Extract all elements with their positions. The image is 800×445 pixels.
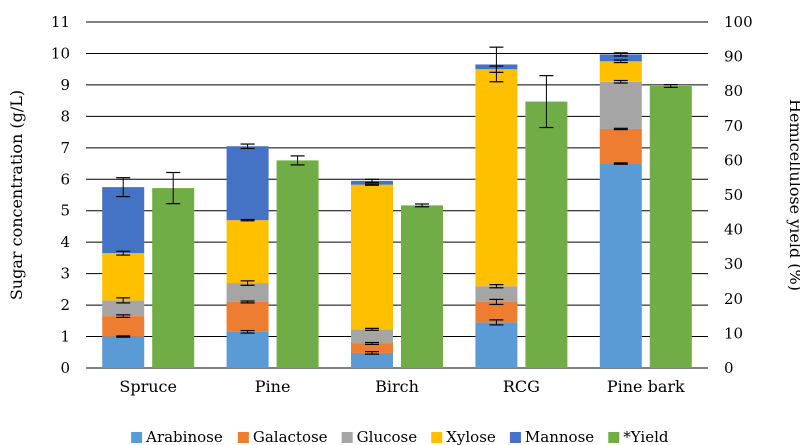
bar-xylose-pine bbox=[226, 220, 269, 284]
bar-galactose-spruce bbox=[102, 316, 145, 337]
legend-swatch-glucose bbox=[341, 432, 353, 443]
y2-tick-label: 40 bbox=[724, 221, 743, 239]
bar-arabinose-pine bbox=[226, 331, 269, 368]
bar-galactose-pine-bark bbox=[599, 128, 642, 164]
y2-tick-label: 100 bbox=[724, 13, 753, 31]
x-tick-label: Pine bbox=[255, 377, 291, 396]
bar-xylose-rcg bbox=[475, 69, 518, 287]
bar-yield-birch bbox=[401, 205, 443, 368]
bar-glucose-pine bbox=[226, 283, 269, 302]
bar-yield-pine-bark bbox=[649, 86, 692, 368]
bar-glucose-spruce bbox=[102, 300, 145, 317]
legend-swatch-galactose bbox=[237, 432, 249, 443]
bar-arabinose-birch bbox=[351, 352, 393, 368]
y2-tick-label: 10 bbox=[724, 324, 743, 342]
bar-arabinose-spruce bbox=[102, 336, 145, 368]
bar-galactose-birch bbox=[351, 343, 393, 353]
bar-yield-spruce bbox=[152, 188, 195, 368]
bar-mannose-spruce bbox=[102, 187, 145, 254]
bar-glucose-rcg bbox=[475, 286, 518, 302]
y-tick-label: 1 bbox=[60, 328, 70, 346]
bar-xylose-birch bbox=[351, 184, 393, 330]
y2-tick-label: 0 bbox=[724, 359, 734, 377]
legend-label: Xylose bbox=[446, 428, 496, 445]
y-tick-label: 2 bbox=[60, 296, 70, 314]
bar-mannose-pine bbox=[226, 146, 269, 221]
error-bars bbox=[116, 46, 678, 355]
legend-label: Galactose bbox=[253, 428, 328, 445]
y-tick-label: 10 bbox=[51, 44, 70, 62]
x-tick-label: RCG bbox=[503, 377, 540, 396]
bar-glucose-pine-bark bbox=[599, 81, 642, 129]
y2-tick-label: 60 bbox=[724, 151, 743, 169]
legend-label: *Yield bbox=[623, 428, 669, 445]
y2-tick-label: 50 bbox=[724, 186, 743, 204]
bar-arabinose-rcg bbox=[475, 322, 518, 368]
y-tick-label: 8 bbox=[60, 107, 70, 125]
bar-yield-rcg bbox=[525, 101, 568, 368]
y-tick-label: 7 bbox=[60, 139, 70, 157]
bars bbox=[102, 54, 692, 368]
bar-galactose-pine bbox=[226, 301, 269, 332]
bar-yield-pine bbox=[276, 160, 319, 368]
y-tick-label: 11 bbox=[51, 13, 70, 31]
y2-tick-label: 30 bbox=[724, 255, 743, 273]
y2-tick-label: 20 bbox=[724, 290, 743, 308]
bar-mannose-pine-bark bbox=[599, 54, 642, 62]
y-tick-label: 6 bbox=[60, 170, 70, 188]
bar-arabinose-pine-bark bbox=[599, 163, 642, 368]
legend-swatch-yield bbox=[608, 432, 620, 443]
y-tick-label: 4 bbox=[60, 233, 70, 251]
legend-label: Mannose bbox=[525, 428, 594, 445]
legend-swatch-arabinose bbox=[131, 432, 143, 443]
x-tick-label: Birch bbox=[375, 377, 419, 396]
legend: Arabinose Galactose Glucose Xylose Mannose *Y… bbox=[131, 428, 669, 445]
bar-glucose-birch bbox=[351, 329, 393, 344]
y2-tick-label: 90 bbox=[724, 48, 743, 66]
legend-swatch-xylose bbox=[431, 432, 443, 443]
bar-galactose-rcg bbox=[475, 301, 518, 323]
bar-xylose-pine-bark bbox=[599, 61, 642, 82]
legend-label: Glucose bbox=[357, 428, 418, 445]
legend-swatch-mannose bbox=[509, 432, 521, 443]
y-tick-label: 0 bbox=[60, 359, 70, 377]
legend-label: Arabinose bbox=[145, 428, 223, 445]
x-tick-label: Spruce bbox=[119, 377, 177, 396]
y-axis-title: Sugar concentration (g/L) bbox=[7, 90, 26, 300]
y2-axis-title: Hemicellulose yield (%) bbox=[786, 99, 800, 291]
y-tick-label: 3 bbox=[60, 265, 70, 283]
y2-tick-label: 80 bbox=[724, 82, 743, 100]
axes: 0 1 2 3 4 5 6 7 8 9 10 11 0 10 20 30 40 50 60 70 80 90 100 Suga… bbox=[7, 13, 800, 396]
y-tick-label: 9 bbox=[60, 76, 70, 94]
x-tick-label: Pine bark bbox=[607, 377, 685, 396]
bar-xylose-spruce bbox=[102, 253, 145, 301]
y-tick-label: 5 bbox=[60, 202, 70, 220]
y2-tick-label: 70 bbox=[724, 117, 743, 135]
